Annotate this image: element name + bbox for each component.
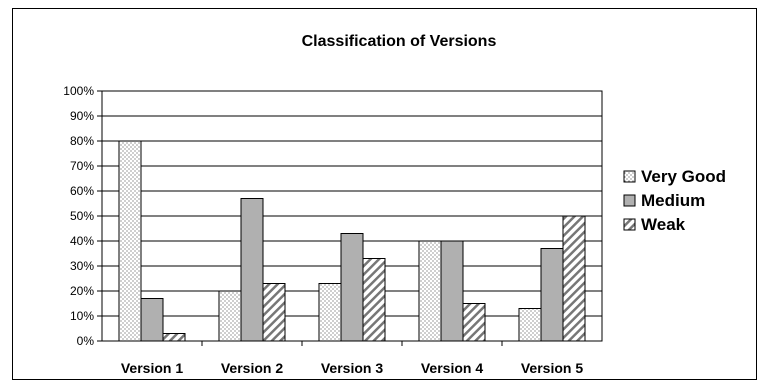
bar-medium	[540, 248, 564, 342]
legend-swatch-medium	[623, 194, 636, 207]
bar-medium	[240, 198, 264, 342]
legend-swatch-very-good	[623, 170, 636, 183]
bar-medium	[340, 233, 364, 342]
x-tick-label: Version 4	[421, 360, 483, 376]
bar-weak	[362, 258, 386, 342]
y-tick-label: 20%	[70, 284, 94, 298]
chart-title: Classification of Versions	[302, 33, 497, 50]
bars	[118, 140, 586, 342]
bar-very-good	[218, 290, 242, 342]
bar-very-good	[518, 308, 542, 342]
y-tick-label: 70%	[70, 159, 94, 173]
y-tick-label: 0%	[77, 334, 95, 348]
bar-medium	[440, 240, 464, 342]
bar-medium	[140, 298, 164, 342]
bar-weak	[162, 333, 186, 342]
x-tick-label: Version 2	[221, 360, 283, 376]
legend-swatch-weak	[623, 218, 636, 231]
x-tick-label: Version 5	[521, 360, 583, 376]
y-axis-ticks: 0% 10% 20% 30% 40% 50% 60% 70% 80% 90% 100%	[63, 84, 94, 348]
y-tick-label: 90%	[70, 109, 94, 123]
y-tick-label: 10%	[70, 309, 94, 323]
y-tick-label: 80%	[70, 134, 94, 148]
legend: Very Good Medium Weak	[623, 167, 726, 234]
legend-label-very-good: Very Good	[641, 167, 726, 186]
y-tick-label: 30%	[70, 259, 94, 273]
y-tick-label: 100%	[63, 84, 94, 98]
legend-label-medium: Medium	[641, 191, 705, 210]
x-tick-label: Version 3	[321, 360, 383, 376]
x-axis-ticks: Version 1 Version 2 Version 3 Version 4 Vers…	[121, 341, 583, 376]
bar-weak	[462, 303, 486, 342]
y-tick-label: 50%	[70, 209, 94, 223]
bar-weak	[262, 283, 286, 342]
y-tick-label: 40%	[70, 234, 94, 248]
bar-very-good	[418, 240, 442, 342]
bar-very-good	[118, 140, 142, 342]
y-tick-label: 60%	[70, 184, 94, 198]
bar-weak	[562, 215, 586, 342]
legend-label-weak: Weak	[641, 215, 686, 234]
bar-very-good	[318, 283, 342, 342]
x-tick-label: Version 1	[121, 360, 183, 376]
